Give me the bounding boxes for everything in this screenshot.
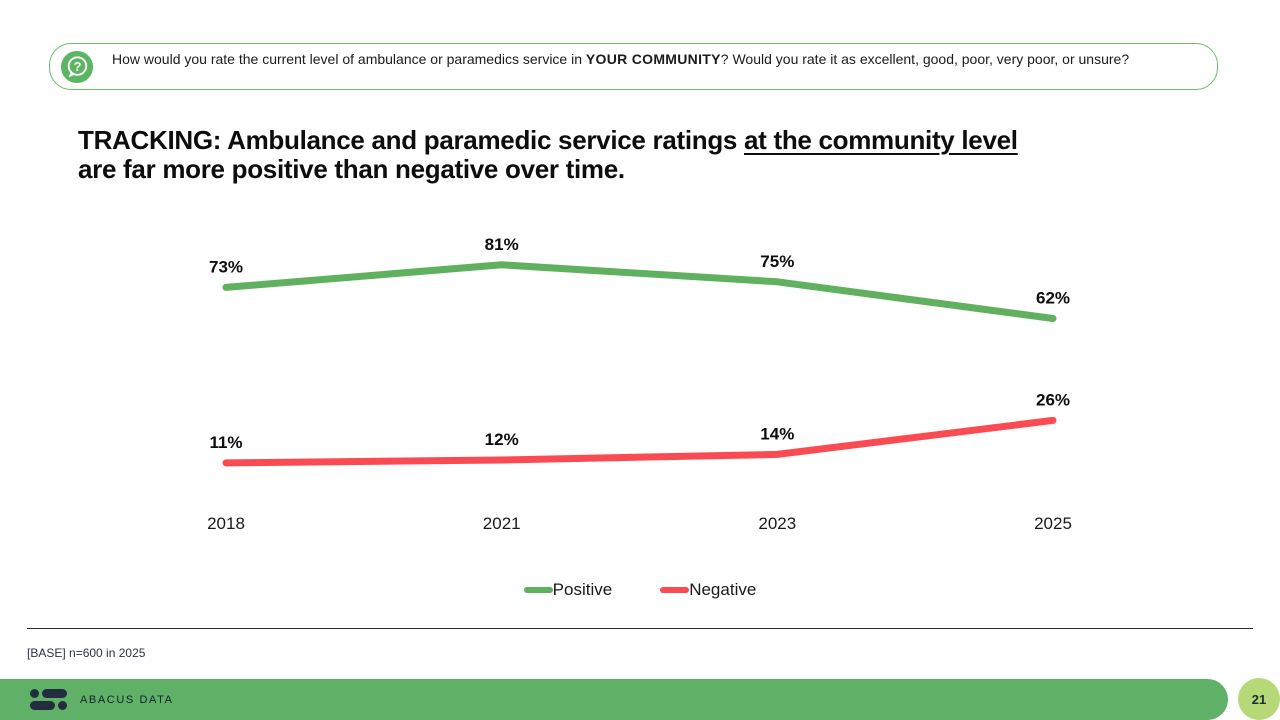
logo-bar	[30, 701, 55, 710]
footer-divider	[27, 628, 1253, 629]
abacus-data-logo-icon	[30, 689, 67, 710]
x-axis-label-2023: 2023	[758, 514, 796, 533]
logo-dot	[58, 701, 67, 710]
logo-dot	[30, 689, 39, 698]
svg-text:?: ?	[74, 58, 82, 73]
data-label-negative-2018: 11%	[209, 433, 242, 452]
data-label-positive-2023: 75%	[760, 252, 794, 271]
question-banner: ? How would you rate the current level o…	[49, 43, 1218, 90]
legend-label-positive: Positive	[552, 580, 613, 599]
question-prefix: How would you rate the current level of …	[112, 51, 586, 67]
legend-swatch-negative	[660, 587, 690, 593]
brand-bar: ABACUS DATA	[0, 679, 1228, 720]
logo-row-top	[30, 689, 67, 698]
data-label-positive-2018: 73%	[209, 257, 243, 276]
legend-swatch-positive	[523, 587, 553, 593]
x-axis-label-2018: 2018	[207, 514, 245, 533]
chart-legend: Positive Negative	[0, 580, 1280, 600]
logo-row-bottom	[30, 701, 67, 710]
title-line2: are far more positive than negative over…	[78, 153, 625, 184]
data-label-negative-2023: 14%	[760, 424, 794, 443]
legend-item-negative: Negative	[660, 580, 756, 600]
data-label-positive-2025: 62%	[1036, 289, 1070, 308]
base-note: [BASE] n=600 in 2025	[27, 646, 146, 660]
data-label-negative-2025: 26%	[1036, 390, 1070, 409]
slide-title: TRACKING: Ambulance and paramedic servic…	[78, 126, 1138, 183]
legend-label-negative: Negative	[689, 580, 757, 599]
x-axis-label-2025: 2025	[1034, 514, 1072, 533]
x-axis-label-2021: 2021	[483, 514, 521, 533]
data-label-positive-2021: 81%	[485, 235, 519, 254]
title-underlined-phrase: at the community level	[744, 125, 1018, 155]
question-suffix: ? Would you rate it as excellent, good, …	[720, 51, 1130, 67]
logo-bar	[42, 689, 67, 698]
brand-name: ABACUS DATA	[80, 693, 174, 706]
series-line-positive	[222, 261, 1057, 322]
data-label-negative-2021: 12%	[485, 430, 519, 449]
page-number-badge: 21	[1238, 678, 1280, 720]
question-text: How would you rate the current level of …	[112, 50, 1160, 69]
question-bold: YOUR COMMUNITY	[585, 51, 721, 67]
title-line1-prefix: TRACKING: Ambulance and paramedic servic…	[78, 125, 745, 155]
legend-item-positive: Positive	[523, 580, 613, 600]
series-line-negative	[222, 416, 1057, 467]
question-bubble-icon: ?	[60, 50, 94, 84]
